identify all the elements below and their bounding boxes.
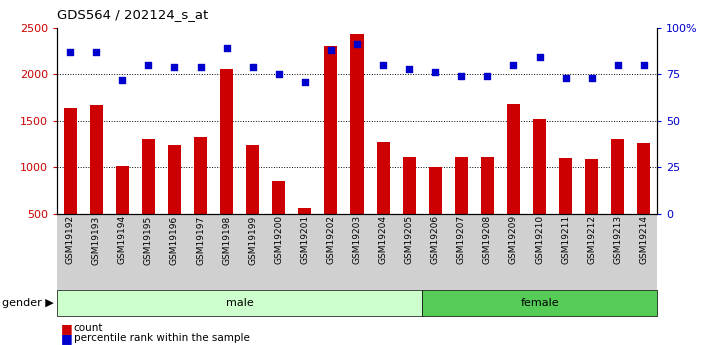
Bar [168, 145, 181, 214]
Point [456, 73, 467, 79]
Bar [533, 119, 546, 214]
Point [91, 49, 102, 55]
Bar [90, 105, 103, 214]
Text: ■: ■ [61, 332, 72, 345]
Point [534, 55, 545, 60]
Point [378, 62, 389, 68]
Point [299, 79, 311, 85]
Point [403, 66, 415, 71]
Text: count: count [74, 324, 103, 333]
Point [351, 42, 363, 47]
Bar [403, 157, 416, 214]
Point [612, 62, 623, 68]
Bar [272, 181, 286, 214]
Point [482, 73, 493, 79]
Point [508, 62, 519, 68]
Point [116, 77, 128, 82]
Point [638, 62, 650, 68]
Bar [64, 108, 76, 214]
Bar [351, 34, 363, 214]
Text: percentile rank within the sample: percentile rank within the sample [74, 333, 249, 343]
Bar [611, 139, 624, 214]
Bar [559, 158, 572, 214]
Bar [324, 46, 338, 214]
Point [169, 64, 180, 69]
Point [586, 75, 598, 81]
Bar [246, 145, 259, 214]
Point [64, 49, 76, 55]
Bar [428, 167, 442, 214]
Point [221, 45, 232, 51]
Bar [638, 143, 650, 214]
Point [143, 62, 154, 68]
Text: ■: ■ [61, 322, 72, 335]
Bar [116, 166, 129, 214]
Bar [481, 157, 494, 214]
Point [560, 75, 571, 81]
Bar [142, 139, 155, 214]
Text: gender ▶: gender ▶ [2, 298, 54, 308]
Text: GDS564 / 202124_s_at: GDS564 / 202124_s_at [57, 8, 208, 21]
Bar [376, 142, 390, 214]
Point [273, 71, 284, 77]
Text: male: male [226, 298, 253, 308]
Bar [298, 208, 311, 214]
Point [430, 70, 441, 75]
Bar [194, 137, 207, 214]
Bar [455, 157, 468, 214]
Bar [585, 159, 598, 214]
Point [247, 64, 258, 69]
Point [325, 47, 336, 53]
Text: female: female [521, 298, 559, 308]
Bar [220, 69, 233, 214]
Point [195, 64, 206, 69]
Bar [507, 104, 520, 214]
